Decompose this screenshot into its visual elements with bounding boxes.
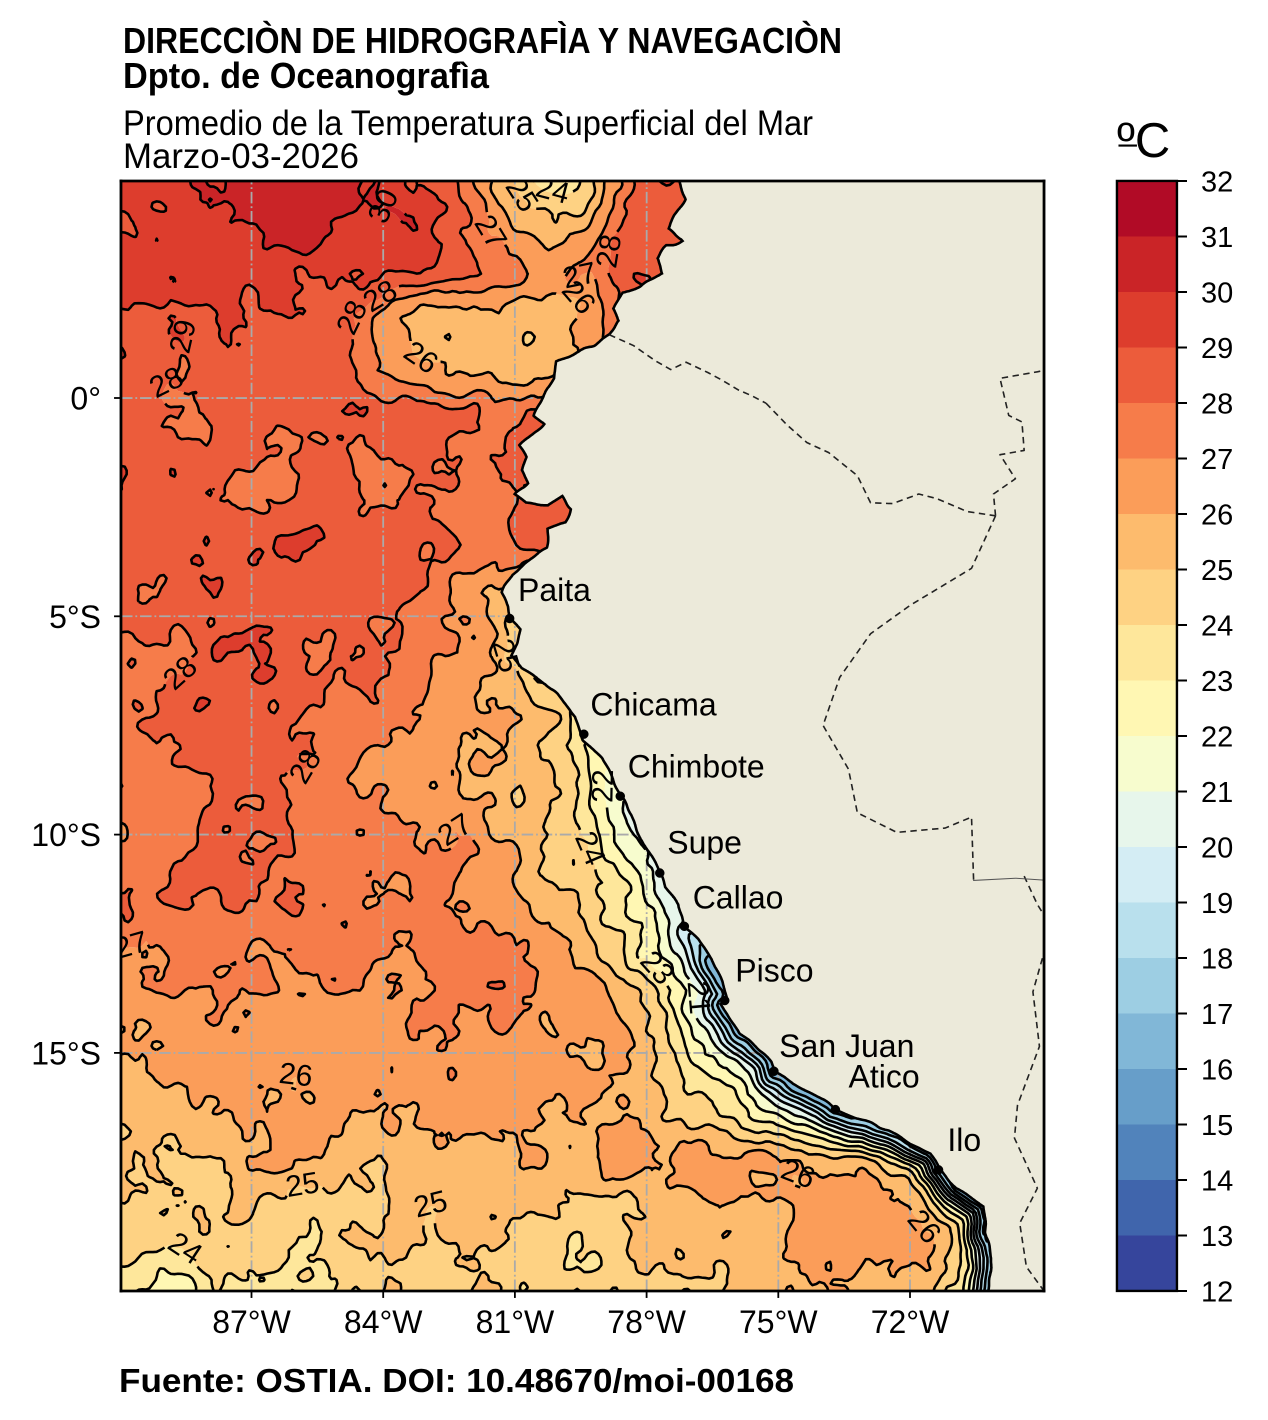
svg-text:72°W: 72°W <box>871 1304 950 1340</box>
svg-text:Callao: Callao <box>693 880 784 916</box>
svg-text:30: 30 <box>1201 278 1233 310</box>
svg-text:22: 22 <box>1201 722 1233 754</box>
svg-text:29: 29 <box>1201 333 1233 365</box>
svg-text:28: 28 <box>1201 389 1233 421</box>
svg-text:Chicama: Chicama <box>590 686 716 722</box>
svg-text:23: 23 <box>1201 666 1233 698</box>
svg-text:14: 14 <box>1201 1166 1233 1198</box>
svg-text:DIRECCIÒN DE HIDROGRAFÌA Y NAV: DIRECCIÒN DE HIDROGRAFÌA Y NAVEGACIÒN <box>123 19 842 61</box>
svg-text:21: 21 <box>680 980 716 1016</box>
svg-text:19: 19 <box>1201 888 1233 920</box>
svg-text:28: 28 <box>590 232 628 270</box>
svg-text:32: 32 <box>1201 167 1233 199</box>
svg-text:12: 12 <box>1201 1277 1233 1309</box>
svg-text:Dpto. de Oceanografìa: Dpto. de Oceanografìa <box>123 55 490 96</box>
svg-text:Fuente: OSTIA. DOI: 10.48670/m: Fuente: OSTIA. DOI: 10.48670/moi-00168 <box>119 1362 794 1399</box>
svg-text:22: 22 <box>586 769 620 803</box>
svg-text:75°W: 75°W <box>739 1304 818 1340</box>
svg-text:31: 31 <box>1201 222 1233 254</box>
svg-text:26: 26 <box>277 1057 314 1094</box>
svg-text:25: 25 <box>1201 555 1233 587</box>
svg-text:29: 29 <box>163 317 203 357</box>
svg-text:Ilo: Ilo <box>947 1122 981 1158</box>
svg-text:81°W: 81°W <box>476 1304 555 1340</box>
svg-text:San Juan: San Juan <box>779 1028 914 1064</box>
svg-text:15: 15 <box>1201 1110 1233 1142</box>
svg-text:Pisco: Pisco <box>735 953 813 989</box>
svg-text:25: 25 <box>410 1184 450 1224</box>
svg-text:18: 18 <box>1201 944 1233 976</box>
svg-text:Promedio de la Temperatura Sup: Promedio de la Temperatura Superficial d… <box>123 104 813 143</box>
svg-text:25: 25 <box>283 1166 321 1204</box>
svg-text:20: 20 <box>1201 833 1233 865</box>
svg-text:21: 21 <box>1201 777 1233 809</box>
svg-text:17: 17 <box>1201 999 1233 1031</box>
svg-text:10°S: 10°S <box>31 817 101 853</box>
svg-text:13: 13 <box>1201 1221 1233 1253</box>
svg-text:Paita: Paita <box>518 572 591 608</box>
svg-text:16: 16 <box>1201 1055 1233 1087</box>
svg-text:Chimbote: Chimbote <box>628 748 765 784</box>
svg-text:Atico: Atico <box>849 1059 920 1095</box>
svg-text:87°W: 87°W <box>212 1304 291 1340</box>
svg-text:78°W: 78°W <box>607 1304 686 1340</box>
svg-text:0°: 0° <box>70 381 101 417</box>
svg-text:24: 24 <box>1201 611 1233 643</box>
svg-text:Marzo-03-2026: Marzo-03-2026 <box>123 137 359 176</box>
svg-text:5°S: 5°S <box>49 599 101 635</box>
svg-text:15°S: 15°S <box>31 1035 101 1071</box>
svg-text:27: 27 <box>1201 444 1233 476</box>
svg-text:84°W: 84°W <box>344 1304 423 1340</box>
svg-text:Supe: Supe <box>667 824 742 860</box>
svg-text:ºC: ºC <box>1117 114 1170 168</box>
svg-text:26: 26 <box>1201 500 1233 532</box>
svg-text:27: 27 <box>560 256 600 295</box>
